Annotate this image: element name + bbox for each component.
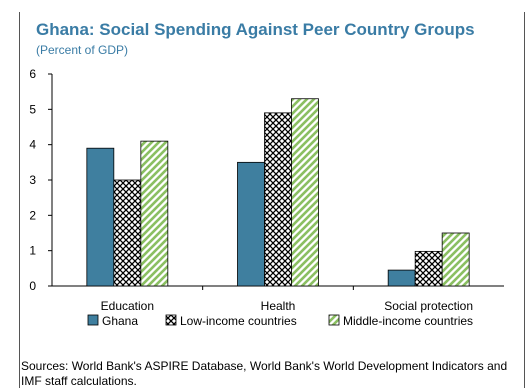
bars (86, 98, 470, 287)
legend-label: Middle-income countries (343, 314, 473, 328)
legend: Ghana Low-income countries Middle-income c… (87, 314, 473, 328)
chart-subtitle: (Percent of GDP) (36, 43, 129, 57)
legend-label: Low-income countries (180, 314, 297, 328)
y-tick-label: 0 (29, 279, 36, 293)
legend-swatch (328, 314, 340, 326)
y-tick-label: 3 (29, 173, 36, 187)
x-tick-label: Education (101, 299, 154, 313)
figure-frame (19, 12, 525, 388)
y-tick-label: 5 (29, 102, 36, 116)
y-tick-label: 2 (29, 208, 36, 222)
y-tick-label: 6 (29, 67, 36, 81)
bar-solid-1 (237, 161, 265, 287)
source-note: Sources: World Bank's ASPIRE Database, W… (21, 359, 508, 388)
bar-crosshatch-1 (264, 112, 292, 287)
legend-swatch (165, 314, 177, 326)
bar-solid-2 (387, 269, 416, 287)
bar-diagonal-2 (441, 232, 470, 287)
x-tick-label: Social protection (384, 299, 473, 313)
legend-label: Ghana (102, 314, 138, 328)
x-tick-label: Health (261, 299, 296, 313)
bar-crosshatch-2 (414, 250, 443, 287)
y-tick-label: 1 (29, 244, 36, 258)
bar-solid-0 (86, 147, 115, 287)
bar-crosshatch-0 (113, 179, 142, 287)
y-tick-label: 4 (29, 138, 36, 152)
chart-title: Ghana: Social Spending Against Peer Coun… (36, 20, 475, 39)
bar-diagonal-0 (140, 140, 169, 287)
bar-diagonal-1 (291, 98, 319, 287)
legend-swatch (87, 314, 99, 326)
